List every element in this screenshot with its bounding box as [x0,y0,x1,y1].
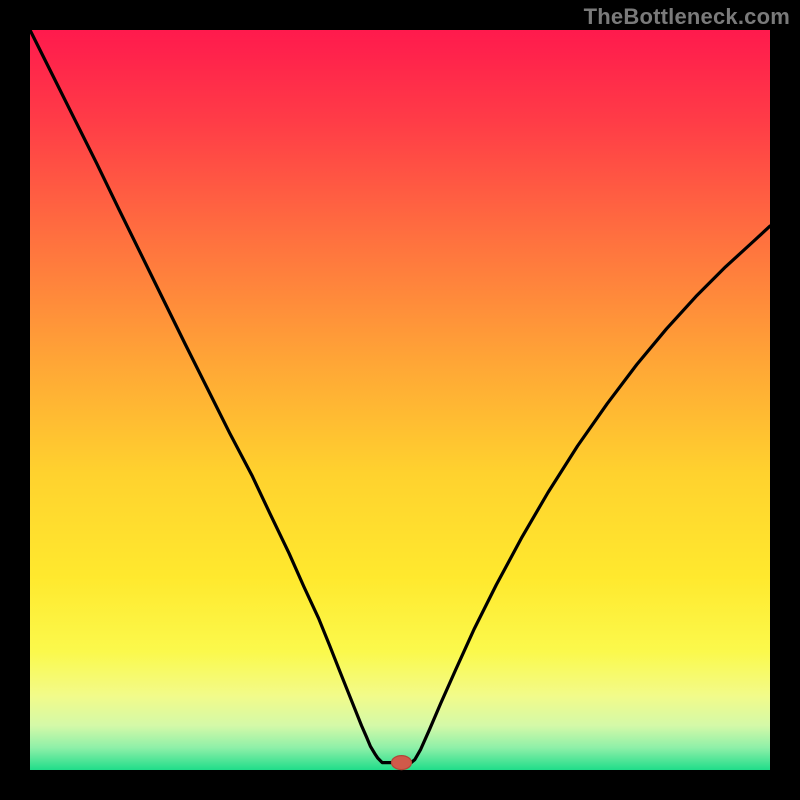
chart-container: TheBottleneck.com [0,0,800,800]
bottleneck-chart [0,0,800,800]
watermark-label: TheBottleneck.com [584,4,790,30]
optimum-marker [391,756,411,770]
plot-background [30,30,770,770]
